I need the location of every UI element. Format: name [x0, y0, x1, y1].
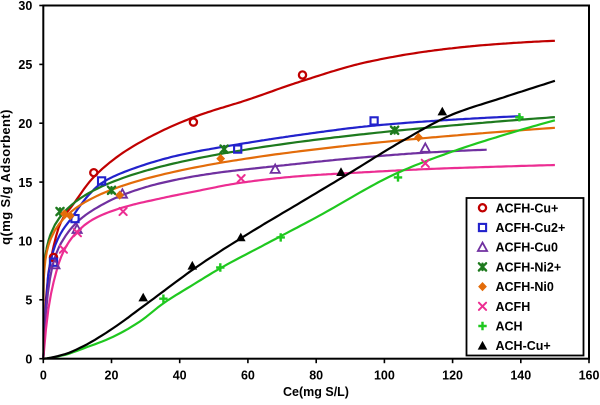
- svg-text:ACFH-Ni0: ACFH-Ni0: [496, 280, 554, 294]
- svg-text:40: 40: [173, 369, 187, 383]
- svg-text:15: 15: [18, 176, 32, 190]
- svg-text:5: 5: [25, 294, 32, 308]
- svg-text:30: 30: [18, 0, 32, 13]
- svg-text:120: 120: [442, 369, 463, 383]
- svg-text:20: 20: [18, 117, 32, 131]
- svg-text:160: 160: [579, 369, 600, 383]
- svg-text:25: 25: [18, 58, 32, 72]
- svg-text:0: 0: [25, 352, 32, 366]
- svg-text:Ce(mg S/L): Ce(mg S/L): [283, 385, 349, 399]
- svg-text:ACH-Cu+: ACH-Cu+: [496, 339, 551, 353]
- svg-text:ACFH-Cu+: ACFH-Cu+: [496, 201, 559, 215]
- svg-text:0: 0: [40, 369, 47, 383]
- svg-text:60: 60: [241, 369, 255, 383]
- svg-text:140: 140: [510, 369, 531, 383]
- svg-text:20: 20: [105, 369, 119, 383]
- svg-text:100: 100: [374, 369, 395, 383]
- svg-text:ACFH-Cu2+: ACFH-Cu2+: [496, 221, 566, 235]
- svg-text:ACFH: ACFH: [496, 300, 531, 314]
- svg-text:ACFH-Ni2+: ACFH-Ni2+: [496, 260, 562, 274]
- svg-text:ACFH-Cu0: ACFH-Cu0: [496, 241, 559, 255]
- svg-text:q(mg S/g Adsorbent): q(mg S/g Adsorbent): [0, 109, 13, 245]
- svg-text:ACH: ACH: [496, 320, 523, 334]
- svg-text:80: 80: [309, 369, 323, 383]
- svg-text:10: 10: [18, 235, 32, 249]
